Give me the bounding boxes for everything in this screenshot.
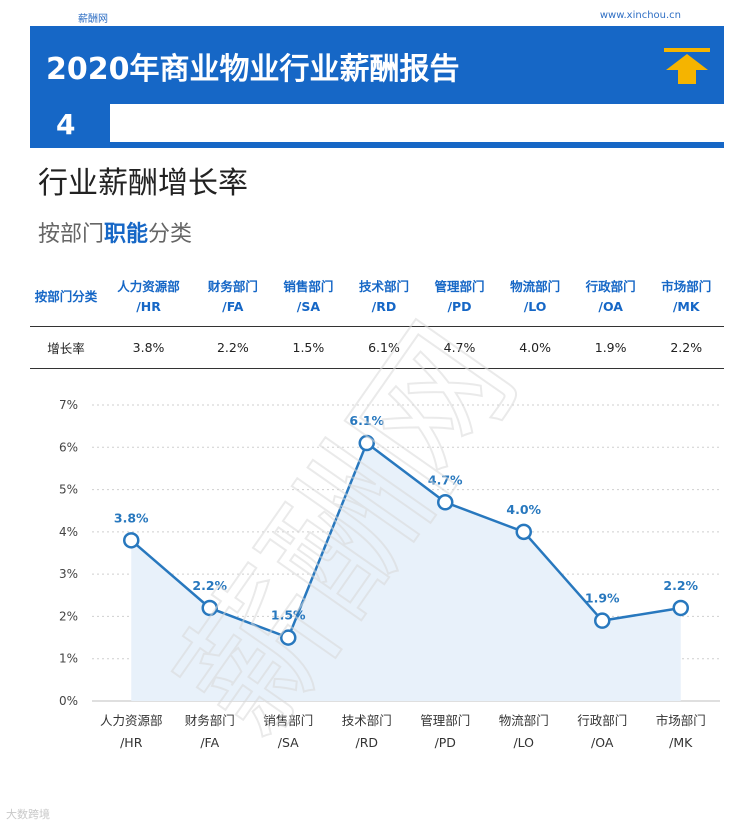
data-label: 1.9%	[585, 591, 620, 606]
series-line	[130, 441, 681, 640]
col-name: 技术部门	[358, 278, 409, 294]
footer-logo: 大数跨境	[6, 808, 50, 821]
x-tick-label: /LO	[513, 735, 534, 750]
subtitle-emphasis: 职能	[104, 222, 149, 247]
x-tick-label: /FA	[200, 735, 219, 750]
table-cell: 1.5%	[270, 326, 347, 369]
x-tick-label: 财务部门	[185, 713, 235, 728]
subtitle-part3: 分类	[148, 222, 193, 247]
table-cell: 4.7%	[421, 326, 498, 369]
y-tick-label: 0%	[59, 694, 78, 708]
table-col-header: 财务部门/FA	[195, 268, 271, 327]
data-point	[201, 599, 218, 617]
table-header-row: 按部门分类 人力资源部/HR 财务部门/FA 销售部门/SA 技术部门/RD 管理部门 /…	[30, 268, 724, 327]
col-name: 市场部门	[661, 278, 712, 294]
data-point	[672, 599, 689, 617]
x-tick-label: /RD	[355, 735, 378, 750]
table-cell: 2.2%	[195, 326, 271, 369]
table-cell: 3.8%	[102, 326, 196, 369]
data-label: 4.0%	[506, 502, 541, 517]
data-point	[280, 629, 297, 646]
table-col-header: 物流部门/LO	[497, 268, 573, 327]
x-tick-label: 技术部门	[342, 713, 392, 728]
col-name: 物流部门	[510, 278, 561, 294]
col-code: /OA	[598, 298, 623, 314]
up-arrow-icon	[662, 46, 712, 86]
data-point	[594, 612, 611, 629]
section-number: 4	[56, 108, 76, 141]
x-tick-label: /PD	[435, 735, 456, 750]
table-cell: 1.9%	[572, 326, 649, 369]
table-col-header: 市场部门/MK	[648, 268, 724, 327]
data-label: 4.7%	[428, 472, 463, 487]
x-tick-label: 行政部门	[577, 713, 627, 728]
x-tick-label: 物流部门	[499, 713, 549, 728]
section-number-strip: 4	[30, 104, 724, 148]
x-tick-label: 管理部门	[420, 713, 470, 728]
title-banner: 2020年商业物业行业薪酬报告	[30, 26, 724, 104]
y-tick-label: 1%	[59, 652, 78, 666]
y-tick-label: 2%	[59, 609, 78, 623]
data-label: 6.1%	[349, 413, 384, 428]
col-code: /SA	[296, 298, 321, 314]
data-label: 3.8%	[114, 510, 149, 525]
site-name: 薪酬网	[78, 14, 108, 25]
growth-line-chart: 0% 1% 2% 3% 4% 5% 6% 7% 3.8% 人力资源部/HR 2.2% 财务部门/FA 1…	[59, 398, 720, 750]
subtitle-part1: 按部门	[38, 222, 105, 247]
x-tick-label: /MK	[669, 735, 693, 750]
table-col-header: 人力资源部/HR	[102, 268, 196, 327]
table-col-header: 技术部门/RD	[346, 268, 422, 327]
col-name: 销售部门	[283, 278, 334, 294]
col-code: /RD	[371, 298, 397, 314]
area-fill	[131, 443, 681, 701]
table-col-header: 管理部门/PD	[421, 268, 498, 327]
table-row-label: 增长率	[30, 326, 102, 369]
y-tick-label: 5%	[59, 483, 78, 497]
col-name: 管理部门	[434, 278, 485, 294]
y-tick-label: 7%	[59, 398, 78, 412]
section-title-part1: 行业薪酬	[38, 166, 158, 201]
x-tick-label: 人力资源部	[100, 713, 163, 728]
table-col-header: 行政部门/OA	[572, 268, 649, 327]
data-point	[123, 532, 140, 549]
section-title: 行业薪酬增长率	[38, 158, 248, 202]
x-tick-label: /OA	[591, 735, 614, 750]
table-cell: 4.0%	[497, 326, 573, 369]
col-code: /PD	[447, 298, 472, 314]
col-name: 行政部门	[585, 278, 636, 294]
data-point	[515, 523, 532, 541]
growth-rate-table: 按部门分类 人力资源部/HR 财务部门/FA 销售部门/SA 技术部门/RD 管理部门 /…	[30, 268, 724, 369]
report-title: 2020年商业物业行业薪酬报告	[46, 52, 460, 87]
table-row: 增长率 3.8% 2.2% 1.5% 6.1% 4.7% 4.0% 1.9% 2.2%	[30, 326, 724, 369]
table-col-header: 销售部门/SA	[270, 268, 347, 327]
data-label: 1.5%	[271, 608, 306, 623]
section-title-highlight: 增长率	[158, 166, 248, 201]
data-point	[437, 494, 454, 511]
col-code: /MK	[672, 298, 700, 314]
y-tick-label: 4%	[59, 525, 78, 539]
data-label: 2.2%	[192, 578, 227, 593]
section-subtitle: 按部门职能分类	[38, 216, 192, 248]
table-row-header: 按部门分类	[30, 268, 102, 327]
col-code: /HR	[136, 298, 161, 314]
x-tick-label: /SA	[278, 735, 299, 750]
table-cell: 6.1%	[346, 326, 422, 369]
x-tick-label: 销售部门	[263, 713, 313, 728]
data-point	[358, 434, 375, 452]
data-label: 2.2%	[663, 578, 698, 593]
y-tick-label: 3%	[59, 567, 78, 581]
table-cell: 2.2%	[648, 326, 724, 369]
x-tick-label: /HR	[120, 735, 143, 750]
x-tick-label: 市场部门	[656, 713, 706, 728]
col-name: 财务部门	[207, 278, 258, 294]
col-code: /LO	[523, 298, 547, 314]
y-tick-label: 6%	[59, 440, 78, 454]
site-url[interactable]: www.xinchou.cn	[599, 10, 681, 21]
col-code: /FA	[222, 298, 244, 314]
col-name: 人力资源部	[117, 278, 180, 294]
